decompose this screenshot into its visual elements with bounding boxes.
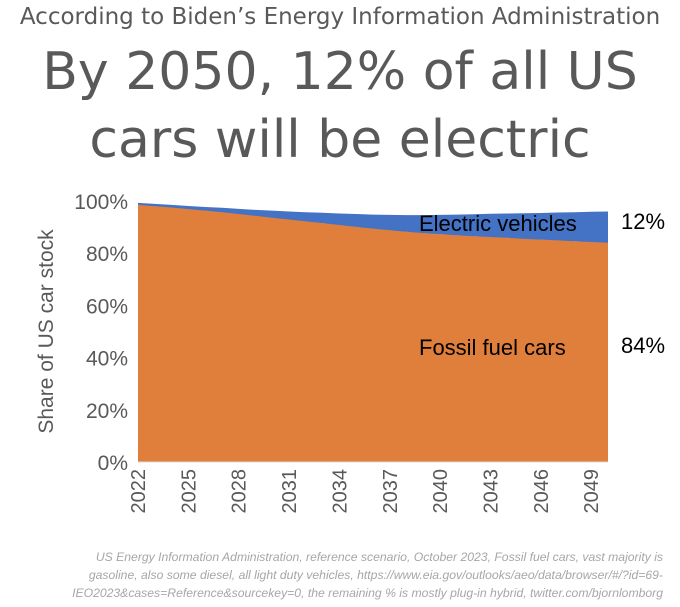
headline-line-2: cars will be electric <box>89 110 591 170</box>
x-tick-label: 2022 <box>128 469 150 514</box>
x-tick-label: 2025 <box>178 469 200 514</box>
end-value-fossil-fuel-cars: 84% <box>621 333 665 358</box>
source-note-line-3: IEO2023&cases=Reference&sourcekey=0, the… <box>72 586 663 600</box>
series-label-fossil-fuel-cars: Fossil fuel cars <box>419 335 566 360</box>
stacked-area-chart: 0%20%40%60%80%100% 2022 2025 2028 2031 2034 2… <box>35 191 665 514</box>
end-value-electric-vehicles: 12% <box>621 209 665 234</box>
headline-line-1: By 2050, 12% of all US <box>42 42 638 102</box>
x-tick-label: 2028 <box>229 469 251 514</box>
series-label-electric-vehicles: Electric vehicles <box>419 211 577 236</box>
source-note: US Energy Information Administration, re… <box>8 548 663 602</box>
y-tick-label: 20% <box>86 400 128 423</box>
x-tick-label: 2049 <box>581 469 603 514</box>
x-tick-label: 2031 <box>279 469 301 514</box>
x-axis-ticks: 2022 2025 2028 2031 2034 2037 2040 2043 2046 2049 <box>128 469 603 514</box>
y-axis-ticks: 0% 20% 40% 60% 80% 100% <box>74 191 128 475</box>
source-note-line-1: US Energy Information Administration, re… <box>95 550 663 564</box>
plot-areas <box>138 202 608 462</box>
y-tick-label: 60% <box>86 295 128 318</box>
chart-headline: By 2050, 12% of all US cars will be elec… <box>0 38 680 174</box>
area-fossil-fuel-cars <box>138 204 608 462</box>
y-tick-label: 100% <box>74 191 128 214</box>
x-tick-label: 2046 <box>531 469 553 514</box>
area-electric-vehicles <box>138 202 608 243</box>
y-axis-title: Share of US car stock <box>35 229 58 434</box>
x-tick-label: 2043 <box>481 469 503 514</box>
x-tick-label: 2040 <box>430 469 452 514</box>
y-tick-label: 0% <box>98 452 128 475</box>
y-tick-label: 80% <box>86 243 128 266</box>
x-tick-label: 2034 <box>329 469 351 514</box>
source-note-line-2: gasoline, also some diesel, all light du… <box>88 568 663 582</box>
chart-supertitle: According to Biden’s Energy Information … <box>19 4 661 30</box>
y-tick-label: 40% <box>86 348 128 371</box>
x-tick-label: 2037 <box>380 469 402 514</box>
